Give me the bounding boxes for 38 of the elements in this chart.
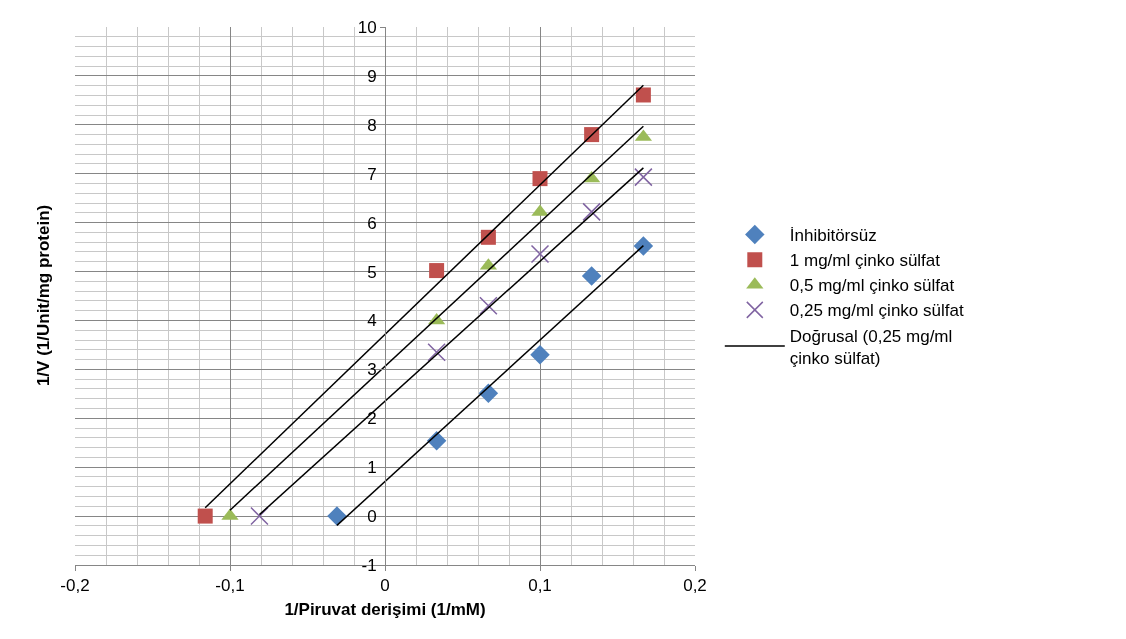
y-tick-label: 8 <box>367 115 377 135</box>
y-axis-title: 1/V (1/Unit/mg protein) <box>34 204 54 387</box>
point <box>197 508 213 524</box>
point <box>427 343 446 362</box>
point <box>635 87 651 103</box>
y-tick-label: 5 <box>367 262 377 282</box>
x-tick-label: -0,1 <box>215 576 245 596</box>
y-tick-label: -1 <box>361 555 377 575</box>
y-tick-label: 7 <box>367 164 377 184</box>
point <box>532 171 548 187</box>
point <box>327 506 347 526</box>
point <box>634 167 653 187</box>
point <box>429 263 445 279</box>
legend-label: İnhibitörsüz <box>789 226 877 246</box>
y-tick-label: 0 <box>367 507 377 527</box>
x-tick-label: 0 <box>380 576 390 596</box>
point <box>581 266 602 286</box>
y-tick-label: 1 <box>367 458 377 478</box>
x-tick-label: 0,2 <box>683 576 707 596</box>
point <box>250 506 269 526</box>
x-tick-label: -0,2 <box>60 576 90 596</box>
point <box>530 244 550 264</box>
legend-label: 0,5 mg/ml çinko sülfat <box>789 276 955 296</box>
legend-label: 0,25 mg/ml çinko sülfat <box>789 301 964 321</box>
y-tick-label: 4 <box>367 311 377 331</box>
point <box>479 296 498 316</box>
point <box>633 236 654 256</box>
legend-label: Doğrusal (0,25 mg/ml çinko sülfat) <box>789 326 953 368</box>
y-tick-label: 3 <box>367 360 377 380</box>
point <box>530 344 550 365</box>
point <box>582 202 601 222</box>
y-tick-label: 10 <box>357 17 377 37</box>
legend-label: 1 mg/ml çinko sülfat <box>789 251 941 271</box>
x-tick-label: 0,1 <box>528 576 552 596</box>
y-tick-label: 6 <box>367 213 377 233</box>
y-tick-label: 2 <box>367 409 377 429</box>
y-tick-label: 9 <box>367 66 377 86</box>
x-axis-title: 1/Piruvat derişimi (1/mM) <box>284 599 486 619</box>
